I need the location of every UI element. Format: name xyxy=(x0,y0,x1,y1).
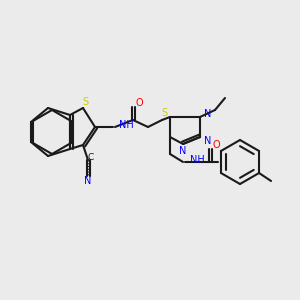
Text: NH: NH xyxy=(190,155,205,165)
Text: N: N xyxy=(179,146,187,156)
Text: S: S xyxy=(82,97,88,107)
Text: NH: NH xyxy=(119,120,134,130)
Text: C: C xyxy=(88,152,94,161)
Text: S: S xyxy=(161,108,167,118)
Text: O: O xyxy=(212,140,220,150)
Text: N: N xyxy=(204,109,212,119)
Text: N: N xyxy=(84,176,92,186)
Text: N: N xyxy=(204,136,212,146)
Text: O: O xyxy=(135,98,143,108)
